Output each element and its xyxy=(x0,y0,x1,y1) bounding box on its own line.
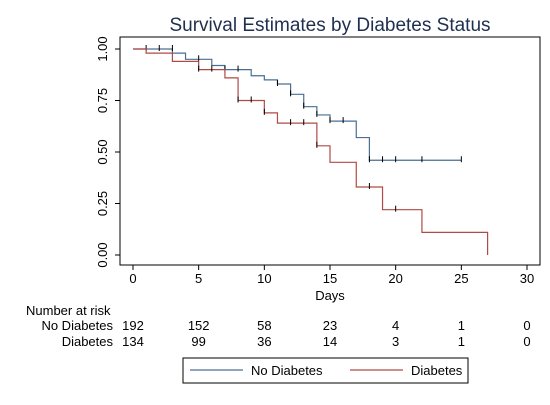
risk-value: 1 xyxy=(458,318,465,333)
legend-label-no-diabetes: No Diabetes xyxy=(251,363,323,378)
x-tick-label: 0 xyxy=(129,271,136,286)
x-tick-label: 20 xyxy=(388,271,402,286)
risk-value: 36 xyxy=(257,334,271,349)
risk-row-label: No Diabetes xyxy=(41,318,113,333)
risk-value: 58 xyxy=(257,318,271,333)
legend: No Diabetes Diabetes xyxy=(182,357,469,384)
y-tick-label: 0.25 xyxy=(95,191,110,216)
series-line-diabetes xyxy=(133,48,489,255)
x-tick-label: 5 xyxy=(195,271,202,286)
chart-title: Survival Estimates by Diabetes Status xyxy=(169,15,490,36)
risk-value: 152 xyxy=(188,318,210,333)
x-tick-label: 30 xyxy=(520,271,534,286)
risk-value: 1 xyxy=(458,334,465,349)
y-tick-label: 0.50 xyxy=(95,139,110,164)
risk-value: 0 xyxy=(523,318,530,333)
x-tick-label: 10 xyxy=(257,271,271,286)
x-axis: 0 5 10 15 20 25 30 xyxy=(129,265,534,286)
risk-value: 14 xyxy=(323,334,337,349)
y-tick-label: 1.00 xyxy=(95,36,110,61)
y-tick-label: 0.00 xyxy=(95,242,110,267)
legend-label-diabetes: Diabetes xyxy=(411,363,463,378)
risk-value: 192 xyxy=(122,318,144,333)
y-axis: 0.00 0.25 0.50 0.75 1.00 xyxy=(95,36,120,268)
series-layer xyxy=(133,45,489,255)
x-tick-label: 15 xyxy=(323,271,337,286)
risk-value: 0 xyxy=(523,334,530,349)
risk-row-label: Diabetes xyxy=(62,334,114,349)
y-tick-label: 0.75 xyxy=(95,88,110,113)
risk-value: 134 xyxy=(122,334,144,349)
risk-value: 23 xyxy=(323,318,337,333)
risk-table: Number at risk No Diabetes 192 152 58 23 4 1 0 D… xyxy=(26,303,531,349)
risk-table-title: Number at risk xyxy=(26,303,111,318)
risk-value: 4 xyxy=(392,318,399,333)
risk-value: 3 xyxy=(392,334,399,349)
risk-value: 99 xyxy=(191,334,205,349)
x-tick-label: 25 xyxy=(454,271,468,286)
x-axis-title: Days xyxy=(315,288,345,303)
